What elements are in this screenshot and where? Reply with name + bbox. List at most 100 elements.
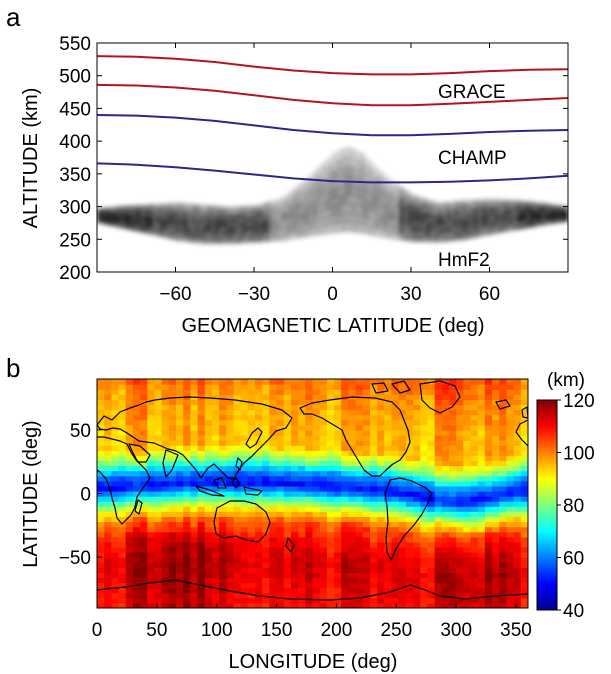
heatmap-cell [283,526,292,533]
heatmap-cell [499,485,508,492]
heatmap-cell [334,597,342,604]
heatmap-cell [470,435,479,441]
heatmap-cell [97,460,105,467]
hmf2-density-cell [497,221,502,226]
heatmap-cell [204,597,213,604]
heatmap-cell [204,429,213,436]
heatmap-cell [161,536,170,543]
hmf2-density-cell [167,207,173,212]
heatmap-cell [441,501,450,507]
hmf2-density-cell [363,173,369,183]
heatmap-cell [276,577,285,584]
hmf2-density-cell [206,209,212,214]
hmf2-density-cell [218,218,224,223]
heatmap-cell [463,531,472,538]
hmf2-density-cell [281,230,286,237]
heatmap-cell [111,572,120,579]
heatmap-cell [391,526,400,533]
hmf2-density-cell [564,207,568,210]
heatmap-cell [434,424,443,431]
heatmap-cell [262,409,270,416]
hmf2-density-cell [552,208,557,212]
hmf2-density-cell [501,206,506,211]
hmf2-density-cell [254,225,259,231]
hmf2-density-cell [226,222,231,228]
heatmap-cell [240,409,249,416]
heatmap-cell [405,567,414,573]
heatmap-cell [183,440,191,446]
colorbar-unit: (km) [547,370,585,391]
hmf2-density-cell [324,200,330,210]
heatmap-cell [370,557,378,563]
hmf2-density-cell [548,212,553,216]
heatmap-cell [377,404,385,411]
hmf2-density-cell [273,204,279,210]
heatmap-cell [492,536,500,543]
heatmap-cell [183,465,191,472]
heatmap-cell [319,511,328,517]
heatmap-cell [240,597,249,604]
heatmap-cell [499,440,508,446]
heatmap-cell [168,567,177,573]
heatmap-cell [384,435,393,441]
heatmap-cell [362,582,371,589]
hmf2-density-cell [395,184,400,191]
heatmap-cell [513,394,522,400]
hmf2-density-cell [336,159,341,170]
hmf2-density-cell [222,218,228,224]
heatmap-cell [434,429,443,436]
heatmap-cell [183,485,191,492]
heatmap-cell [470,526,479,533]
heatmap-cell [269,577,278,584]
heatmap-cell [305,526,314,533]
heatmap-cell [190,546,199,553]
hmf2-density-cell [556,212,561,216]
heatmap-cell [499,394,508,400]
hmf2-density-cell [548,221,553,225]
coastline-arabia [128,443,151,463]
hmf2-density-cell [418,211,424,218]
heatmap-cell [341,567,349,573]
hmf2-density-cell [309,208,314,216]
heatmap-cell [427,445,436,451]
hmf2-density-cell [104,216,110,220]
hmf2-density-cell [151,221,157,225]
panel-b-y-axis-label: LATITUDE (deg) [20,420,42,567]
hmf2-density-cell [493,210,498,215]
hmf2-density-cell [509,199,514,204]
hmf2-density-cell [112,217,118,221]
heatmap-cell [298,470,306,477]
heatmap-cell [140,592,148,599]
heatmap-cell [405,485,414,492]
hmf2-density-cell [97,212,102,216]
heatmap-cell [140,531,148,538]
heatmap-cell [449,404,457,411]
heatmap-cell [434,394,443,400]
coastline-europe-west [515,419,528,447]
hmf2-density-cell [418,236,424,242]
heatmap-cell [484,516,493,523]
heatmap-cell [326,404,335,411]
heatmap-cell [247,501,256,507]
hmf2-density-cell [328,224,334,234]
hmf2-density-cell [100,207,106,210]
hmf2-density-cell [167,226,173,232]
hmf2-density-cell [411,205,416,211]
heatmap-cell [513,480,522,487]
hmf2-density-cell [222,206,228,211]
heatmap-cell [484,485,493,492]
heatmap-cell [190,470,199,477]
heatmap-cell [276,389,285,395]
heatmap-cell [470,379,479,385]
hmf2-density-cell [265,214,271,220]
hmf2-density-cell [501,221,506,226]
hmf2-density-cell [293,221,298,228]
heatmap-cell [104,450,112,456]
heatmap-cell [233,409,242,416]
heatmap-cell [441,592,450,599]
heatmap-cell [298,592,306,599]
heatmap-cell [104,409,112,416]
hmf2-density-cell [438,215,443,221]
hmf2-density-cell [199,217,204,223]
hmf2-density-cell [560,207,565,210]
